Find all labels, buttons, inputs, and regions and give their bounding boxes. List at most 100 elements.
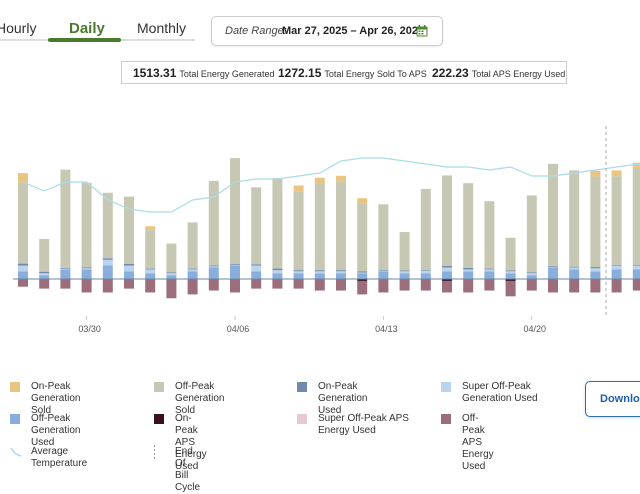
bar-segment (293, 279, 304, 289)
bar-segment (569, 267, 580, 270)
bar-segment (505, 237, 516, 271)
bar-segment (124, 279, 134, 289)
bar-segment (314, 279, 325, 291)
bar-segment (357, 279, 368, 281)
bar-segment (272, 270, 283, 274)
bar-segment (399, 270, 410, 272)
bar-segment (187, 268, 198, 270)
date-range-label: Date Range: (225, 25, 287, 37)
bar-segment (484, 279, 495, 291)
temperature-line (22, 157, 640, 213)
bar-segment (208, 267, 219, 279)
bar-segment (442, 280, 452, 293)
energy-chart[interactable]: 03/30 04/06 04/13 04/20 (0, 120, 640, 340)
x-tick-label: 04/13 (375, 324, 398, 334)
bar-segment (208, 265, 219, 267)
summary-total-aps-used: 222.23 Total APS Energy Used (432, 66, 565, 80)
bar-segment (251, 279, 262, 289)
calendar-icon[interactable] (416, 25, 428, 37)
bar-segment (357, 273, 368, 279)
bar-segment (39, 275, 50, 279)
bar-segment (187, 222, 198, 269)
bar-segment (208, 180, 219, 266)
energy-summary: 1513.31 Total Energy Generated 1272.15 Tot… (121, 61, 567, 84)
bar-segment (336, 175, 346, 182)
bar-segment (420, 270, 431, 274)
bar-segment (60, 169, 71, 268)
bar-segment (569, 269, 580, 279)
bar-segment (336, 271, 346, 274)
bar-segment (357, 203, 368, 272)
bar-segment (548, 163, 558, 266)
summary-label: Total Energy Generated (179, 69, 275, 79)
bar-segment (230, 158, 240, 264)
bar-segment (124, 265, 134, 272)
bar-segment (293, 185, 304, 192)
bar-segment (442, 279, 452, 281)
bar-segment (632, 279, 640, 291)
tab-monthly[interactable]: Monthly (137, 20, 187, 36)
bar-segment (187, 269, 198, 272)
bar-segment (187, 271, 198, 279)
tab-daily[interactable]: Daily (69, 20, 105, 37)
bar-segment (145, 268, 156, 270)
bar-segment (611, 265, 622, 270)
x-tick-label: 04/20 (524, 324, 547, 334)
bar-segment (60, 268, 71, 270)
x-tick-label: 04/06 (227, 324, 250, 334)
date-range-value: Mar 27, 2025 – Apr 26, 2025 (282, 25, 425, 37)
summary-value: 222.23 (432, 66, 469, 80)
bar-segment (632, 162, 640, 169)
bar-segment (378, 269, 389, 271)
bar-segment (569, 170, 580, 267)
bar-segment (526, 272, 537, 274)
bar-segment (378, 271, 389, 279)
bar-segment (632, 168, 640, 265)
bar-segment (230, 265, 240, 279)
bar-segment (505, 271, 516, 274)
bar-segment (81, 182, 92, 268)
tab-hourly[interactable]: Hourly (0, 20, 37, 36)
bar-segment (590, 176, 601, 268)
bar-segment (18, 271, 28, 279)
legend-swatch (297, 414, 307, 424)
bar-segment (166, 273, 177, 276)
bar-segment (230, 264, 240, 266)
bar-segment (463, 267, 474, 270)
legend-swatch (10, 382, 20, 392)
bar-segment (81, 268, 92, 270)
bar-segment (442, 175, 452, 266)
bar-segment (272, 268, 283, 271)
legend-label: Average Temperature (31, 446, 88, 469)
date-range-picker[interactable]: Date Range: Mar 27, 2025 – Apr 26, 2025 (211, 16, 443, 46)
bar-segment (336, 181, 346, 271)
bar-segment (548, 265, 558, 267)
bar-segment (102, 192, 113, 259)
bar-segment (145, 269, 156, 274)
bar-segment (81, 269, 92, 279)
bar-segment (18, 263, 28, 266)
bar-segment (102, 258, 113, 260)
bar-segment (187, 279, 198, 295)
legend-label: On-Peak Generation Sold (31, 381, 81, 416)
download-button[interactable]: Download (585, 381, 640, 417)
bar-segment (357, 198, 368, 204)
bar-segment (314, 271, 325, 274)
bar-segment (463, 269, 474, 272)
bar-segment (208, 266, 219, 268)
temperature-line-icon (10, 447, 22, 457)
bar-segment (611, 264, 622, 266)
bar-segment (18, 182, 28, 264)
bar-segment (251, 187, 262, 265)
bar-segment (336, 273, 346, 279)
bar-segment (166, 272, 177, 274)
bar-segment (611, 269, 622, 279)
bar-segment (526, 279, 537, 291)
bar-segment (420, 188, 431, 270)
bar-segment (166, 279, 177, 299)
bar-segment (399, 271, 410, 274)
bar-segment (611, 170, 622, 177)
summary-value: 1513.31 (133, 66, 177, 80)
legend-swatch (297, 382, 307, 392)
bar-segment (569, 266, 580, 268)
